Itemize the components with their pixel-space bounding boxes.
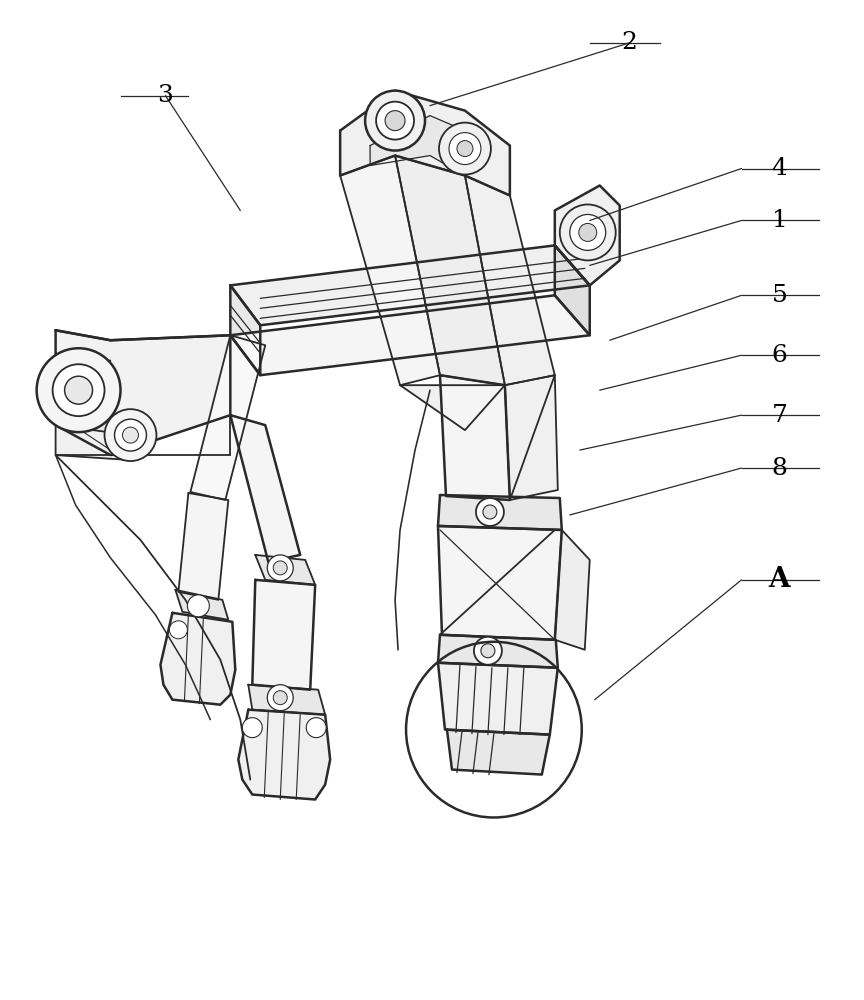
- Polygon shape: [400, 385, 505, 430]
- Circle shape: [242, 718, 263, 738]
- Circle shape: [483, 505, 497, 519]
- Circle shape: [53, 364, 105, 416]
- Polygon shape: [190, 335, 265, 500]
- Polygon shape: [555, 530, 590, 650]
- Polygon shape: [231, 285, 260, 375]
- Polygon shape: [55, 425, 130, 460]
- Circle shape: [385, 111, 405, 131]
- Text: 4: 4: [772, 157, 787, 180]
- Circle shape: [439, 123, 491, 175]
- Circle shape: [169, 621, 187, 639]
- Polygon shape: [55, 330, 231, 455]
- Text: 7: 7: [772, 404, 787, 427]
- Text: 3: 3: [157, 84, 174, 107]
- Polygon shape: [340, 156, 440, 385]
- Polygon shape: [80, 360, 111, 450]
- Polygon shape: [231, 415, 300, 562]
- Polygon shape: [438, 526, 562, 640]
- Polygon shape: [340, 91, 510, 195]
- Circle shape: [365, 91, 425, 151]
- Polygon shape: [505, 375, 558, 500]
- Polygon shape: [252, 580, 315, 690]
- Polygon shape: [555, 245, 590, 335]
- Polygon shape: [438, 635, 558, 668]
- Polygon shape: [438, 663, 558, 735]
- Circle shape: [457, 141, 473, 157]
- Circle shape: [36, 348, 120, 432]
- Circle shape: [187, 595, 209, 617]
- Circle shape: [474, 637, 502, 665]
- Polygon shape: [447, 730, 550, 775]
- Text: A: A: [769, 566, 791, 593]
- Circle shape: [560, 204, 616, 260]
- Circle shape: [449, 133, 481, 165]
- Text: 1: 1: [772, 209, 787, 232]
- Circle shape: [579, 223, 597, 241]
- Circle shape: [267, 685, 293, 711]
- Circle shape: [273, 561, 287, 575]
- Polygon shape: [161, 613, 235, 705]
- Polygon shape: [231, 295, 590, 375]
- Circle shape: [306, 718, 327, 738]
- Polygon shape: [395, 156, 505, 385]
- Circle shape: [476, 498, 504, 526]
- Circle shape: [123, 427, 138, 443]
- Polygon shape: [555, 186, 619, 285]
- Text: 8: 8: [772, 457, 787, 480]
- Polygon shape: [178, 493, 228, 600]
- Circle shape: [105, 409, 156, 461]
- Polygon shape: [231, 245, 590, 325]
- Polygon shape: [248, 685, 325, 715]
- Polygon shape: [465, 176, 555, 385]
- Circle shape: [376, 102, 414, 140]
- Circle shape: [267, 555, 293, 581]
- Polygon shape: [175, 590, 228, 620]
- Text: 6: 6: [772, 344, 787, 367]
- Circle shape: [273, 691, 287, 705]
- Polygon shape: [370, 116, 465, 176]
- Polygon shape: [238, 710, 330, 800]
- Circle shape: [65, 376, 92, 404]
- Circle shape: [115, 419, 147, 451]
- Polygon shape: [438, 495, 562, 530]
- Circle shape: [569, 214, 606, 250]
- Polygon shape: [255, 555, 315, 585]
- Text: 2: 2: [622, 31, 638, 54]
- Text: 5: 5: [772, 284, 787, 307]
- Circle shape: [481, 644, 495, 658]
- Polygon shape: [440, 375, 510, 500]
